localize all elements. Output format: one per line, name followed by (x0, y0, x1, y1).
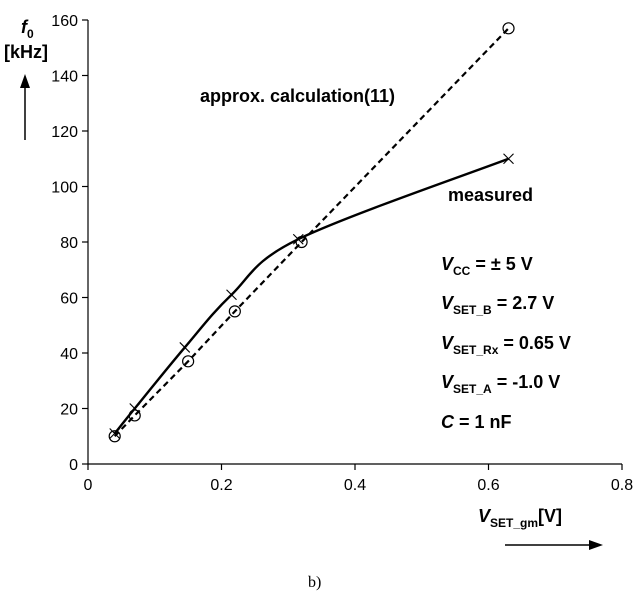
marker-measured (226, 289, 237, 301)
x-tick-label: 0.6 (477, 477, 499, 494)
x-label-arrow-head (589, 540, 603, 550)
y-tick-label: 140 (51, 69, 78, 86)
marker-approx (182, 355, 195, 368)
y-tick-label: 100 (51, 180, 78, 197)
x-label-main: V (478, 506, 492, 526)
marker-approx (502, 22, 515, 35)
series-line-approx (113, 27, 510, 438)
x-ticks: 0 0.2 0.4 0.6 0.8 (84, 464, 633, 494)
marker-measured (129, 403, 141, 414)
x-axis-label: VSET_gm[V] (478, 506, 603, 550)
marker-measured (292, 233, 304, 245)
svg-text:VSET_gm[V]: VSET_gm[V] (478, 506, 562, 530)
y-tick-label: 60 (60, 291, 78, 308)
y-tick-label: 160 (51, 13, 78, 30)
y-ticks: 0 20 40 60 80 100 120 140 160 (51, 13, 88, 474)
annotation-line: VSET_Rx = 0.65 V (441, 333, 571, 357)
x-tick-label: 0.4 (344, 477, 366, 494)
marker-measured (179, 342, 191, 353)
series-layer (108, 22, 515, 443)
parameter-annotations: VCC = ± 5 V VSET_B = 2.7 V VSET_Rx = 0.65 … (441, 254, 571, 432)
marker-measured (503, 153, 514, 165)
x-label-unit: [V] (538, 506, 562, 526)
y-axis-label: f0 [kHz] (4, 17, 48, 140)
marker-measured (109, 428, 121, 439)
y-label-unit: [kHz] (4, 42, 48, 62)
y-tick-label: 80 (60, 235, 78, 252)
annotation-line: VSET_A = -1.0 V (441, 372, 560, 396)
y-label-main: f (21, 17, 29, 37)
y-tick-label: 20 (60, 402, 78, 419)
svg-text:f0: f0 (21, 17, 34, 41)
x-label-sub: SET_gm (490, 516, 538, 530)
series-label-approx: approx. calculation(11) (200, 86, 395, 106)
y-tick-label: 40 (60, 346, 78, 363)
y-label-arrow-head (20, 74, 30, 88)
y-label-sub: 0 (27, 27, 34, 41)
x-tick-label: 0 (84, 477, 93, 494)
series-label-measured: measured (448, 185, 533, 205)
annotation-line: VCC = ± 5 V (441, 254, 533, 278)
y-tick-label: 0 (69, 457, 78, 474)
annotation-line: C = 1 nF (441, 412, 512, 432)
figure-caption: b) (308, 574, 321, 591)
y-tick-label: 120 (51, 124, 78, 141)
annotation-line: VSET_B = 2.7 V (441, 293, 554, 317)
marker-approx (228, 305, 241, 318)
marker-approx (108, 430, 121, 443)
x-tick-label: 0.2 (210, 477, 232, 494)
x-tick-label: 0.8 (611, 477, 633, 494)
